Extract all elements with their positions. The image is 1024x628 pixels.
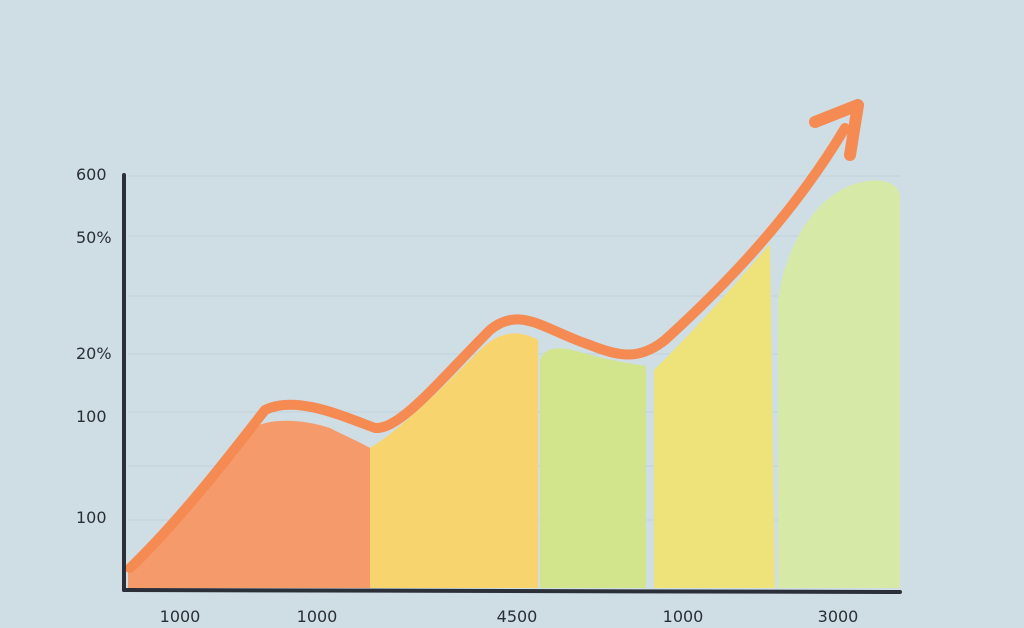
x-tick-label: 1000 bbox=[297, 607, 338, 626]
y-tick-label: 100 bbox=[76, 407, 107, 426]
y-tick-label: 50% bbox=[76, 228, 112, 247]
axes bbox=[122, 173, 902, 594]
segment-1 bbox=[128, 420, 370, 588]
y-tick-label: 100 bbox=[76, 508, 107, 527]
segment-3 bbox=[540, 348, 646, 588]
y-tick-labels: 600 50% 20% 100 100 bbox=[76, 165, 112, 527]
area-segments bbox=[128, 180, 900, 588]
trend-line-path bbox=[125, 123, 850, 573]
x-tick-label: 1000 bbox=[160, 607, 201, 626]
x-tick-label: 3000 bbox=[818, 607, 859, 626]
trend-line bbox=[125, 99, 864, 573]
segment-4 bbox=[654, 244, 775, 588]
x-tick-labels: 1000 1000 4500 1000 3000 bbox=[160, 607, 859, 626]
trend-arrow-head bbox=[809, 99, 864, 161]
x-axis bbox=[122, 588, 902, 594]
x-tick-label: 4500 bbox=[497, 607, 538, 626]
segment-2 bbox=[370, 333, 538, 588]
y-tick-label: 600 bbox=[76, 165, 107, 184]
x-tick-label: 1000 bbox=[663, 607, 704, 626]
segment-5 bbox=[778, 180, 900, 588]
y-tick-label: 20% bbox=[76, 344, 112, 363]
